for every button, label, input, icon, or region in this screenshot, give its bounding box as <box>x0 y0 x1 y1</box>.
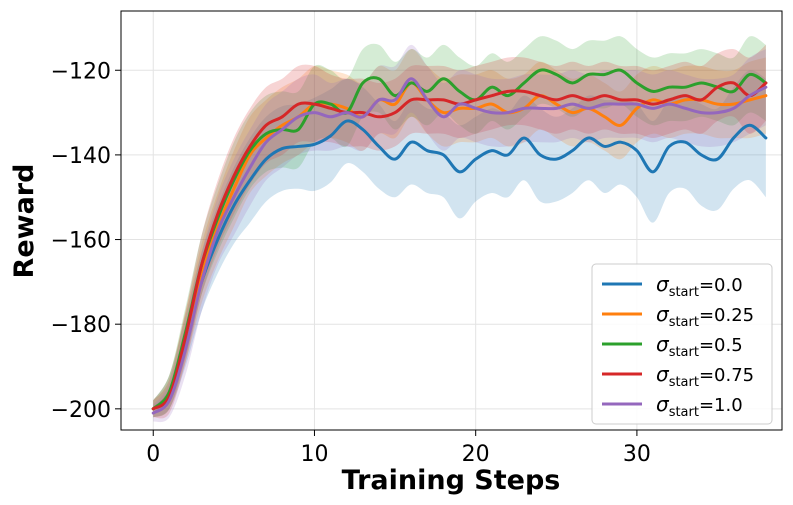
x-tick-label: 20 <box>462 442 490 467</box>
y-axis-ticks: −200 −180 −160 −140 −120 <box>51 59 121 423</box>
legend-label: σstart=0.25 <box>656 302 754 330</box>
x-tick-label: 0 <box>146 442 160 467</box>
series-lines <box>151 68 768 415</box>
x-tick-label: 10 <box>300 442 328 467</box>
band-series-0.0 <box>153 70 766 418</box>
line-series-1.0 <box>151 77 768 415</box>
y-tick-label: −120 <box>51 59 111 84</box>
plot-frame <box>120 10 783 431</box>
y-tick-label: −140 <box>51 144 111 169</box>
band-series-0.75 <box>153 44 766 419</box>
confidence-bands <box>153 36 766 423</box>
legend-label: σstart=0.5 <box>656 332 743 360</box>
y-tick-label: −180 <box>51 313 111 338</box>
legend-entry-0.25: σstart=0.25 <box>602 302 754 330</box>
y-tick-label: −200 <box>51 398 111 423</box>
legend-label: σstart=1.0 <box>656 392 743 420</box>
legend-entry-0.5: σstart=0.5 <box>602 332 743 360</box>
legend-entry-0.0: σstart=0.0 <box>602 272 743 300</box>
band-series-0.5 <box>153 36 766 418</box>
y-axis-title: Reward <box>9 164 40 279</box>
legend-label: σstart=0.0 <box>656 272 743 300</box>
y-tick-label: −160 <box>51 229 111 254</box>
x-tick-label: 30 <box>623 442 651 467</box>
legend-label: σstart=0.75 <box>656 362 754 390</box>
x-axis-ticks: 0 10 20 30 <box>146 430 651 467</box>
band-series-1.0 <box>153 44 766 423</box>
legend-entry-1.0: σstart=1.0 <box>602 392 743 420</box>
legend: σstart=0.0σstart=0.25σstart=0.5σstart=0.… <box>591 263 773 425</box>
legend-entry-0.75: σstart=0.75 <box>602 362 754 390</box>
line-series-0.5 <box>151 68 768 411</box>
band-series-0.25 <box>153 49 766 418</box>
line-series-0.0 <box>151 119 768 411</box>
x-axis-title: Training Steps <box>342 465 561 496</box>
legend-box <box>591 263 773 425</box>
